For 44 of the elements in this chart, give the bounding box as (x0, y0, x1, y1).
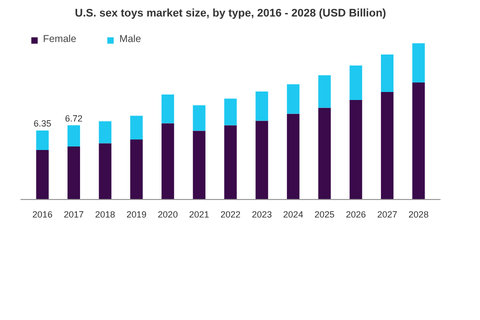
legend-label: Male (119, 34, 142, 45)
bar (380, 92, 394, 200)
bar (224, 98, 237, 126)
bar (68, 125, 80, 147)
x-tick-label: 2024 (283, 210, 304, 220)
bar (318, 75, 331, 108)
x-tick-label: 2020 (158, 210, 178, 220)
bar (98, 143, 112, 200)
x-tick-label: 2028 (408, 210, 429, 220)
bar (36, 130, 49, 150)
bar (130, 140, 143, 200)
annotation: 6.72 (65, 113, 83, 124)
bar (350, 100, 362, 200)
x-tick-label: 2021 (189, 210, 210, 220)
bar (318, 108, 331, 200)
bar (286, 84, 300, 114)
bar (162, 94, 174, 124)
bar (192, 130, 206, 200)
x-tick-label: 2025 (314, 210, 335, 220)
x-tick-label: 2023 (252, 210, 272, 220)
bar (412, 43, 425, 82)
x-tick-label: 2018 (95, 210, 116, 220)
annotation: 6.35 (34, 118, 52, 128)
legend-label: Female (43, 34, 76, 45)
chart-title: U.S. sex toys market size, by type, 2016 - 2028 (USD Billion) (74, 8, 386, 20)
bar (412, 82, 425, 200)
bar (98, 121, 112, 144)
x-tick-label: 2026 (346, 210, 366, 220)
bar (286, 114, 300, 200)
x-tick-label: 2017 (64, 210, 84, 220)
bar (68, 146, 80, 200)
x-tick-label: 2027 (377, 210, 398, 220)
bar (36, 150, 49, 200)
bar (380, 54, 394, 92)
bar (350, 65, 362, 100)
bar (192, 105, 206, 131)
bar (224, 125, 237, 200)
bar (256, 120, 268, 200)
bar (162, 123, 174, 200)
x-tick-label: 2022 (220, 210, 241, 220)
x-tick-label: 2016 (32, 210, 52, 220)
x-tick-label: 2019 (126, 210, 146, 220)
bar (130, 116, 143, 140)
bar (256, 92, 268, 121)
